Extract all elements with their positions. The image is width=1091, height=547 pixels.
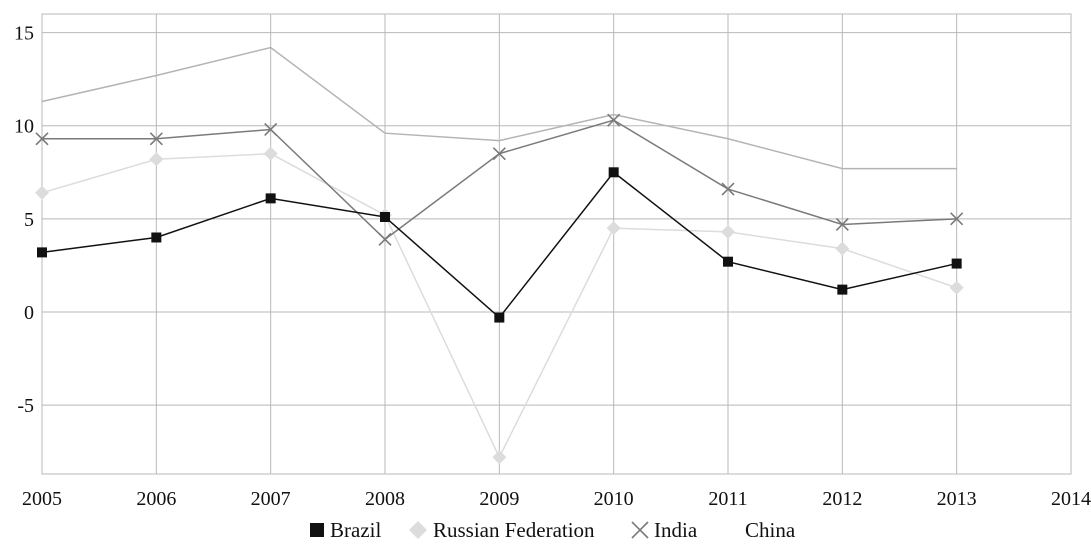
data-point-russian-federation — [35, 185, 49, 200]
data-point-russian-federation — [492, 450, 507, 465]
x-tick-label: 2013 — [937, 488, 977, 510]
x-tick-label: 2011 — [708, 488, 747, 510]
data-point-brazil — [37, 247, 47, 258]
series-line-china — [41, 46, 957, 170]
data-point-india — [835, 217, 849, 232]
legend-marker-brazil — [310, 523, 324, 537]
y-tick-label: 5 — [24, 209, 34, 231]
legend-item-russian-federation: Russian Federation — [409, 518, 595, 542]
legend-label-china: China — [745, 518, 796, 542]
data-point-russian-federation — [721, 224, 735, 239]
data-point-india — [721, 182, 735, 196]
data-point-india — [264, 122, 278, 137]
data-point-brazil — [951, 258, 962, 269]
series-india — [35, 113, 964, 246]
legend-label-brazil: Brazil — [330, 518, 381, 542]
series-china — [41, 46, 957, 170]
legend-label-russian-federation: Russian Federation — [433, 518, 595, 542]
y-axis-ticks: 15 10 5 0 -5 — [14, 23, 34, 417]
legend-marker-india — [631, 521, 649, 539]
legend-marker-russian-federation — [409, 521, 427, 539]
x-tick-label: 2008 — [365, 488, 405, 510]
data-point-brazil — [380, 211, 390, 222]
x-tick-label: 2007 — [251, 488, 291, 510]
data-point-russian-federation — [263, 146, 278, 161]
data-point-russian-federation — [606, 221, 621, 236]
data-point-india — [492, 147, 506, 161]
x-tick-label: 2006 — [136, 488, 176, 510]
x-axis-ticks: 2005 2006 2007 2008 2009 2010 2011 2012 2013 2014 — [22, 488, 1091, 510]
legend-item-india: India — [631, 518, 698, 542]
data-point-brazil — [723, 256, 733, 267]
data-point-brazil — [265, 193, 276, 204]
data-point-india — [35, 132, 49, 146]
x-tick-label: 2005 — [22, 488, 62, 510]
data-point-brazil — [837, 284, 848, 295]
data-point-russian-federation — [149, 152, 164, 167]
y-tick-label: 15 — [14, 23, 34, 45]
x-tick-label: 2009 — [479, 488, 519, 510]
data-point-india — [950, 212, 964, 226]
data-point-russian-federation — [949, 280, 964, 295]
data-point-india — [607, 113, 621, 127]
legend-item-china: China — [745, 518, 796, 542]
series-layer — [35, 46, 964, 465]
legend-label-india: India — [654, 518, 698, 542]
data-point-india — [378, 232, 392, 246]
data-point-brazil — [151, 232, 162, 243]
legend-item-brazil: Brazil — [310, 518, 381, 542]
x-tick-label: 2014 — [1051, 488, 1091, 510]
y-tick-label: 10 — [14, 116, 34, 138]
data-point-russian-federation — [835, 241, 850, 256]
y-tick-label: -5 — [17, 395, 34, 417]
x-tick-label: 2012 — [822, 488, 862, 510]
data-point-brazil — [494, 312, 505, 323]
data-point-brazil — [608, 167, 619, 178]
data-point-india — [149, 132, 163, 146]
y-tick-label: 0 — [24, 302, 34, 324]
grid — [41, 14, 1072, 474]
series-brazil — [37, 167, 962, 323]
x-tick-label: 2010 — [594, 488, 634, 510]
legend: Brazil Russian Federation India China — [310, 518, 796, 542]
